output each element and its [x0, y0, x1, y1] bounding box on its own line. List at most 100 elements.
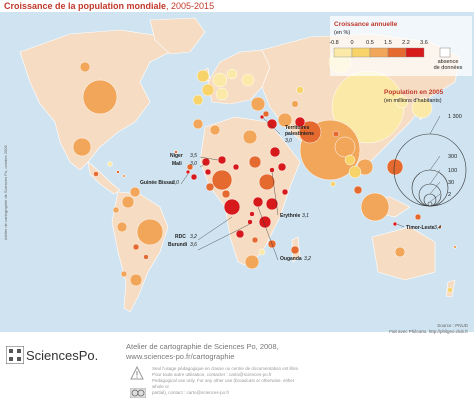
growth-swatch	[333, 47, 353, 58]
legal-notice: Seul l'usage pédagogique en classe ou ce…	[152, 366, 302, 396]
iraq-circle	[266, 118, 278, 130]
tanzania-circle	[258, 215, 272, 229]
caribbean-dot-1	[116, 170, 120, 174]
rwanda-circle	[249, 211, 255, 217]
italy-circle	[215, 87, 229, 101]
saudi-arabia-circle	[269, 146, 281, 158]
legal-line-3: Pedagogical use only. For any other use …	[152, 378, 295, 389]
guatemala-circle	[93, 171, 99, 177]
burkina-circle	[204, 168, 212, 176]
leader-guinee	[180, 173, 189, 185]
pop-legend-leaders	[429, 115, 441, 203]
label-guinee: Guinée Bissau	[140, 180, 175, 186]
madagascar-circle	[290, 245, 300, 255]
zimbabwe-circle	[258, 248, 266, 256]
atelier-credit: Atelier de cartographie de Sciences Po, …	[126, 342, 279, 362]
australia-circle	[394, 246, 406, 258]
population-circles	[72, 50, 457, 293]
growth-tick-label: 0.5	[366, 40, 374, 46]
country-annotations: Territoires palestiniens 3,0 Niger 3,5 M…	[140, 125, 441, 262]
guinea-circle	[190, 173, 198, 181]
growth-legend-title: Croissance annuelle	[334, 21, 398, 28]
sciencespo-logo[interactable]: SciencesPo.	[6, 346, 112, 364]
source-note: Source : PNUD Fait avec Philcarto. http:…	[389, 323, 468, 335]
label-burundi: Burundi	[168, 242, 188, 248]
brazil-circle	[136, 218, 164, 246]
label-erythree: Erythrée	[280, 213, 301, 219]
pop-circle-30	[423, 193, 437, 207]
mali-circle	[201, 157, 211, 167]
france-circle	[201, 83, 215, 97]
nz-circle	[447, 287, 453, 293]
label-territoires-1: Territoires	[285, 125, 310, 131]
cuba-circle	[107, 161, 113, 167]
sciencespo-logo-icon	[6, 346, 24, 364]
leader-lines	[180, 117, 405, 261]
pop-legend-unit: (en millions d'habitants)	[384, 98, 442, 104]
pakistan-circle	[298, 120, 322, 144]
growth-swatch	[387, 47, 407, 58]
pop-circle-100	[418, 183, 442, 207]
creative-commons-icon	[130, 388, 146, 398]
bolivia-circle	[132, 243, 140, 251]
pop-legend-2: 2	[448, 192, 451, 198]
atelier-line-2[interactable]: www.sciences-po.fr/cartographie	[126, 352, 235, 361]
leader-territoires	[262, 117, 281, 135]
label-niger-val: 3,5	[190, 153, 197, 159]
philippines-circle	[386, 158, 404, 176]
japan-circle	[411, 97, 433, 119]
label-territoires-2: palestiniens	[285, 131, 314, 137]
nepal-circle	[332, 130, 340, 138]
poland-circle	[226, 68, 238, 80]
kenya-circle	[265, 197, 279, 211]
label-timor-val: 3,4	[434, 225, 441, 231]
myanmar-circle	[344, 154, 356, 166]
source-line-1: Source : PNUD	[437, 323, 468, 328]
ethiopia-circle	[258, 173, 276, 191]
label-ouganda-val: 3,2	[304, 256, 311, 262]
central-america-shape	[87, 161, 121, 195]
leader-erythree	[271, 171, 279, 216]
burundi-circle	[247, 219, 253, 225]
mexico-circle	[72, 137, 92, 157]
ukraine-circle	[241, 73, 255, 87]
sudan-circle	[248, 155, 262, 169]
label-niger: Niger	[170, 153, 183, 159]
growth-legend-unit: (en %)	[334, 30, 350, 36]
sciencespo-logo-text: SciencesPo.	[26, 348, 99, 363]
nodata-label-2: de données	[434, 65, 463, 71]
somalia-circle	[281, 188, 289, 196]
pop-circle-2	[427, 201, 433, 207]
leader-burundi	[197, 223, 251, 251]
niger-circle	[217, 155, 227, 165]
south-africa-circle	[244, 254, 260, 270]
leader-mali	[199, 163, 206, 168]
map-title-main: Croissance de la population mondiale	[4, 1, 167, 11]
angola-circle	[235, 229, 245, 239]
world-map: Territoires palestiniens 3,0 Niger 3,5 M…	[0, 12, 474, 332]
pop-legend-300: 300	[448, 154, 457, 160]
uganda-circle	[252, 196, 264, 208]
atelier-line-1: Atelier de cartographie de Sciences Po, …	[126, 342, 279, 351]
warning-icon	[130, 366, 144, 380]
legal-line-4: partial), contact : carto@sciences-po.fr	[152, 390, 230, 395]
nodata-label-1: absence	[438, 59, 459, 65]
growth-swatch	[369, 47, 389, 58]
growth-legend-bg	[330, 16, 472, 76]
thailand-circle	[348, 165, 362, 179]
drc-circle	[223, 198, 241, 216]
growth-legend: Croissance annuelle (en %) -0.8 0 0.5 1.5 2.…	[329, 16, 472, 76]
label-mali-val: 3,0	[190, 161, 197, 167]
label-territoires-val: 3,0	[285, 138, 292, 144]
timor-circle	[392, 221, 398, 227]
leader-rdc	[197, 216, 233, 241]
growth-swatches	[333, 47, 425, 58]
pacific-dot-1	[438, 225, 442, 229]
pop-legend-30: 30	[448, 180, 454, 186]
pop-legend-1300: 1 300	[448, 114, 462, 120]
nigeria-circle	[211, 169, 233, 191]
sri-lanka-circle	[330, 181, 336, 187]
pop-circle-300	[411, 169, 449, 207]
kazakhstan-circle	[296, 86, 304, 94]
legal-line-1: Seul l'usage pédagogique en classe ou ce…	[152, 366, 300, 371]
